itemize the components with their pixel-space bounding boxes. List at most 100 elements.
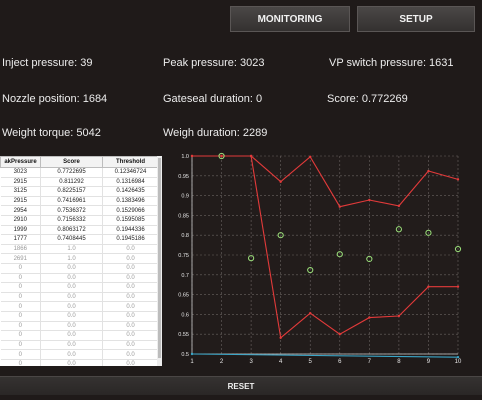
threshold-cell: 0.1316984 xyxy=(102,177,159,188)
series-point-1 xyxy=(456,285,460,288)
score-chart: 1 2 3 4 5 6 7 8 9 10 0.5 0.55 0.6 0.65 0.7 0.75 0.8 0.85 0… xyxy=(178,152,462,365)
column-header-threshold[interactable]: Threshold xyxy=(102,156,159,168)
y-tick-label: 0.85 xyxy=(178,213,189,219)
table-row[interactable]: 0 0.0 0.0 xyxy=(0,273,159,284)
x-tick-label: 2 xyxy=(220,359,224,365)
column-header-peak-pressure[interactable]: akPressure xyxy=(0,156,41,168)
peak-pressure-cell: 0 xyxy=(0,349,41,360)
table-row[interactable]: 0 0.0 0.0 xyxy=(0,263,159,274)
series-point-0 xyxy=(309,155,312,158)
x-tick-label: 9 xyxy=(427,359,431,365)
table-row[interactable]: 0 0.0 0.0 xyxy=(0,292,159,303)
table-row[interactable]: 0 0.0 0.0 xyxy=(0,330,159,341)
scatter-point xyxy=(248,255,255,262)
series-point-3 xyxy=(456,355,460,359)
scatter-point xyxy=(454,245,462,253)
series-point-1 xyxy=(190,154,194,158)
peak-pressure-label: Peak pressure: 3023 xyxy=(163,57,265,69)
table-row[interactable]: 0 0.0 0.0 xyxy=(0,282,159,293)
series-point-3 xyxy=(190,352,194,356)
peak-pressure-cell: 0 xyxy=(0,311,41,322)
nozzle-position-label: Nozzle position: 1684 xyxy=(2,93,108,105)
peak-pressure-cell: 2915 xyxy=(0,177,41,188)
threshold-cell: 0.0 xyxy=(102,311,159,322)
table-row[interactable]: 0 0.0 0.0 xyxy=(0,301,159,312)
score-cell: 0.0 xyxy=(40,282,103,293)
scatter-point xyxy=(395,226,402,233)
threshold-cell: 0.0 xyxy=(102,253,159,264)
table-row[interactable]: 1866 1.0 0.0 xyxy=(0,244,159,255)
y-tick-label: 0.75 xyxy=(178,253,189,259)
score-cell: 0.0 xyxy=(40,330,103,341)
gateseal-duration-label: Gateseal duration: 0 xyxy=(163,93,263,105)
table-row[interactable]: 3125 0.8225157 0.1426435 xyxy=(0,186,159,197)
series-point-1 xyxy=(397,314,401,318)
table-row[interactable]: 2691 1.0 0.0 xyxy=(0,253,159,264)
setup-button[interactable]: SETUP xyxy=(357,6,475,32)
peak-pressure-cell: 3023 xyxy=(0,167,41,178)
x-tick-label: 7 xyxy=(368,359,372,365)
table-row[interactable]: 2915 0.7416961 0.1383496 xyxy=(0,196,159,207)
table-row[interactable]: 3023 0.7722695 0.12346724 xyxy=(0,167,159,178)
table-row[interactable]: 0 0.0 0.0 xyxy=(0,311,159,322)
score-label: Score: 0.772269 xyxy=(327,93,408,105)
threshold-cell: 0.0 xyxy=(102,292,159,303)
scatter-point xyxy=(277,232,284,239)
series-point-1 xyxy=(249,154,253,158)
y-tick-label: 0.6 xyxy=(181,312,189,318)
score-cell: 1.0 xyxy=(40,253,103,264)
peak-pressure-cell: 0 xyxy=(0,273,41,284)
x-tick-label: 3 xyxy=(249,359,253,365)
table-row[interactable]: 0 0.0 0.0 xyxy=(0,340,159,351)
table-row[interactable]: 2954 0.7536372 0.1529066 xyxy=(0,205,159,216)
threshold-cell: 0.0 xyxy=(102,273,159,284)
scrollbar-thumb[interactable] xyxy=(158,158,161,358)
y-tick-label: 0.9 xyxy=(181,194,189,200)
scatter-point xyxy=(366,255,373,263)
peak-pressure-cell: 2910 xyxy=(0,215,41,226)
score-cell: 1.0 xyxy=(40,244,103,255)
score-cell: 0.7722695 xyxy=(40,167,103,178)
x-tick-label: 8 xyxy=(397,359,401,365)
threshold-cell: 0.0 xyxy=(102,282,159,293)
peak-pressure-cell: 0 xyxy=(0,263,41,274)
table-row[interactable]: 0 0.0 0.0 xyxy=(0,359,159,366)
monitoring-button[interactable]: MONITORING xyxy=(230,6,350,32)
column-header-score[interactable]: Score xyxy=(40,156,103,168)
y-tick-label: 0.5 xyxy=(181,352,189,358)
y-tick-label: 0.7 xyxy=(181,273,189,279)
threshold-cell: 0.0 xyxy=(102,349,159,360)
threshold-cell: 0.1944336 xyxy=(102,225,159,236)
score-cell: 0.0 xyxy=(40,263,103,274)
series-point-0 xyxy=(397,204,401,208)
x-tick-label: 5 xyxy=(309,359,313,365)
series-point-0 xyxy=(368,198,371,202)
score-cell: 0.7156332 xyxy=(40,215,103,226)
threshold-cell: 0.1426435 xyxy=(102,186,159,197)
series-point-1 xyxy=(427,285,430,288)
table-row[interactable]: 2910 0.7156332 0.1595085 xyxy=(0,215,159,226)
peak-pressure-cell: 1999 xyxy=(0,225,41,236)
score-cell: 0.8225157 xyxy=(40,186,103,197)
score-cell: 0.0 xyxy=(40,349,103,360)
x-tick-label: 10 xyxy=(455,359,462,365)
peak-pressure-cell: 0 xyxy=(0,282,41,293)
threshold-cell: 0.1383496 xyxy=(102,196,159,207)
scatter-point xyxy=(307,266,314,274)
y-tick-label: 0.65 xyxy=(178,293,189,299)
table-row[interactable]: 1777 0.7408445 0.1945186 xyxy=(0,234,159,245)
table-row[interactable]: 1999 0.8063172 0.1944336 xyxy=(0,225,159,236)
peak-pressure-cell: 2915 xyxy=(0,196,41,207)
scatter-point xyxy=(218,152,225,160)
table-row[interactable]: 0 0.0 0.0 xyxy=(0,321,159,332)
table-row[interactable]: 2915 0.811292 0.1316984 xyxy=(0,177,159,188)
reset-button[interactable]: RESET xyxy=(0,376,482,395)
series-point-1 xyxy=(368,316,371,319)
score-cell: 0.7408445 xyxy=(40,234,103,245)
score-cell: 0.7536372 xyxy=(40,205,103,216)
table-row[interactable]: 0 0.0 0.0 xyxy=(0,349,159,360)
score-table[interactable]: akPressure Score Threshold 3023 0.7722695… xyxy=(0,156,162,366)
peak-pressure-cell: 0 xyxy=(0,340,41,351)
peak-pressure-cell: 0 xyxy=(0,292,41,303)
table-scrollbar[interactable] xyxy=(157,156,162,366)
